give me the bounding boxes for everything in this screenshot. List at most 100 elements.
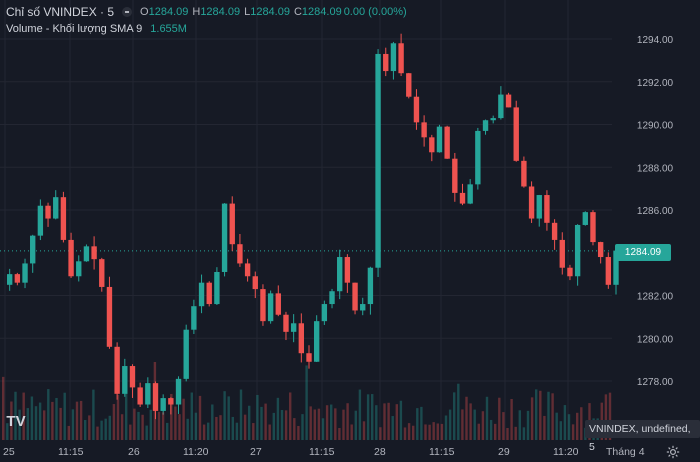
volume-bar [539, 390, 542, 440]
candle-body [275, 293, 281, 315]
candle-body [206, 282, 212, 305]
volume-bar [543, 415, 546, 440]
candle-body [229, 203, 235, 245]
candle-body [390, 43, 397, 72]
candle-body [175, 378, 182, 405]
volume-bar [387, 402, 390, 440]
volume-bar [153, 361, 157, 440]
candle-body [221, 203, 228, 272]
candle-body [590, 212, 596, 243]
candle-body [498, 94, 504, 119]
volume-bar [38, 402, 42, 440]
candle-body [30, 235, 36, 264]
candle-body [444, 126, 450, 159]
chart-legend: Chỉ số VNINDEX · 5 O 1284.09 H 1284.09 L 12… [6, 3, 409, 37]
candle-body [106, 286, 113, 347]
volume-bar [231, 416, 234, 440]
volume-bar [420, 406, 423, 440]
volume-bar [272, 412, 275, 440]
volume-bar [330, 404, 333, 440]
volume-bar [321, 418, 325, 440]
gear-icon[interactable] [666, 445, 680, 459]
volume-bar [88, 415, 91, 440]
volume-bar [309, 406, 312, 440]
candle-body [574, 224, 581, 277]
candle-body [505, 94, 512, 108]
candle-body [22, 263, 28, 283]
volume-bar [580, 407, 583, 440]
volume-bar [358, 389, 362, 440]
change-value: 0.00 (0.00%) [343, 5, 407, 18]
volume-bar [104, 418, 107, 440]
volume-bar [383, 403, 386, 440]
candle-body [198, 282, 205, 307]
volume-bar [178, 414, 181, 440]
volume-bar [325, 405, 329, 440]
current-price-tag: 1284.09 [615, 244, 671, 261]
candle-body [152, 383, 159, 411]
time-axis-label: 29 [498, 446, 510, 458]
candle-body [337, 257, 343, 292]
candle-body [421, 122, 427, 138]
price-tick-label: 1282.00 [637, 292, 674, 303]
low-label: L [244, 5, 251, 18]
volume-bar [559, 421, 562, 440]
time-axis-label: 11:20 [183, 446, 209, 458]
candle-body [45, 205, 51, 219]
symbol-title[interactable]: Chỉ số VNINDEX · 5 [6, 4, 115, 19]
candle-body [490, 118, 496, 121]
price-tick-label: 1290.00 [637, 121, 674, 132]
tradingview-logo[interactable]: TV [6, 413, 26, 430]
volume-bar [334, 408, 337, 440]
volume-bar [79, 400, 83, 440]
volume-bar [2, 376, 5, 440]
volume-bar [14, 391, 17, 440]
candle-body [191, 306, 197, 330]
low-value: 1284.09 [250, 5, 290, 18]
volume-bar [137, 411, 140, 440]
candle-body [237, 244, 243, 264]
volume-bar [342, 409, 345, 440]
candle-body [168, 398, 174, 405]
candle-body [214, 271, 220, 305]
volume-bar [243, 414, 247, 440]
volume-bar [563, 405, 567, 440]
volume-bar [444, 415, 448, 440]
price-tick-label: 1278.00 [637, 377, 674, 388]
candle-body [145, 383, 151, 405]
candle-body [129, 366, 136, 388]
volume-bar [202, 424, 206, 440]
volume-bar [399, 400, 403, 440]
candle-body [260, 289, 266, 322]
hide-series-icon[interactable] [122, 6, 133, 17]
volume-bar [338, 427, 341, 440]
volume-bar [166, 422, 169, 440]
candle-body [68, 239, 74, 277]
volume-bar [55, 397, 58, 440]
volume-bar [371, 394, 374, 440]
volume-bar [10, 401, 13, 440]
volume-title[interactable]: Volume - Khối lượng SMA 9 [6, 22, 143, 35]
volume-bar [317, 408, 321, 440]
price-tick-label: 1288.00 [637, 163, 674, 174]
volume-bar [223, 391, 226, 440]
candle-body [137, 387, 143, 405]
volume-bar [293, 418, 296, 440]
volume-bar [211, 404, 214, 440]
volume-bar [313, 409, 316, 440]
volume-bar [59, 407, 62, 440]
candle-body [559, 239, 565, 268]
candle-body [551, 222, 558, 240]
candle-body [252, 276, 258, 290]
volume-bar [84, 419, 87, 440]
volume-bar [576, 412, 579, 440]
candle-body [613, 250, 619, 285]
price-tick-label: 1292.00 [637, 78, 674, 89]
volume-bar [47, 389, 50, 440]
candle-body [383, 53, 389, 72]
symbol-footer-badge: VNINDEX, undefined, 5 [585, 420, 700, 453]
volume-bar [260, 406, 263, 440]
volume-bar [129, 424, 132, 440]
